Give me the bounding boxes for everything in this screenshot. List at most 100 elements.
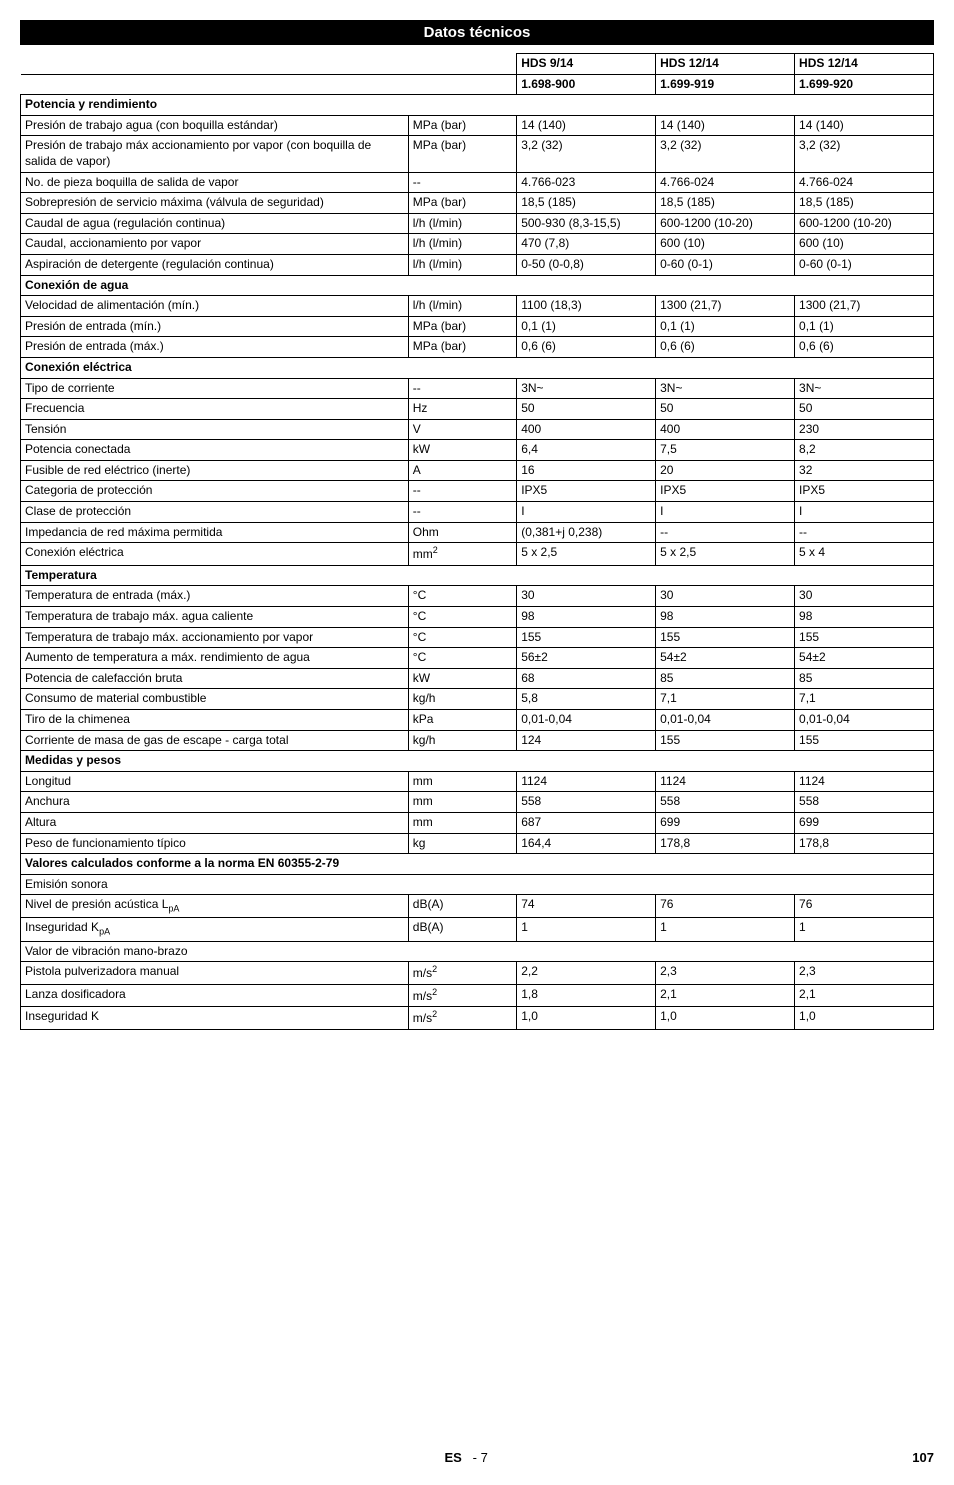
table-row: Potencia de calefacción brutakW688585 — [21, 668, 934, 689]
row-unit: kW — [408, 440, 516, 461]
table-row: Tiro de la chimeneakPa0,01-0,040,01-0,04… — [21, 710, 934, 731]
table-row: Pistola pulverizadora manualm/s22,22,32,… — [21, 962, 934, 985]
row-unit: mm — [408, 771, 516, 792]
table-row: Nivel de presión acústica LpAdB(A)747676 — [21, 895, 934, 918]
model-3: 1.699-920 — [795, 74, 934, 95]
table-row: Aumento de temperatura a máx. rendimient… — [21, 648, 934, 669]
section-header: Valores calculados conforme a la norma E… — [21, 854, 934, 875]
row-unit: mm2 — [408, 543, 516, 566]
row-value: 98 — [795, 607, 934, 628]
table-row: Aspiración de detergente (regulación con… — [21, 254, 934, 275]
row-value: 1 — [656, 918, 795, 941]
row-value: 1124 — [795, 771, 934, 792]
row-unit: dB(A) — [408, 918, 516, 941]
row-unit: -- — [408, 502, 516, 523]
row-value: 6,4 — [517, 440, 656, 461]
section-header-row: Potencia y rendimiento — [21, 95, 934, 116]
row-label: Conexión eléctrica — [21, 543, 409, 566]
row-unit: Ohm — [408, 522, 516, 543]
footer-center: ES - 7 — [444, 1450, 487, 1465]
table-row: Inseguridad KpAdB(A)111 — [21, 918, 934, 941]
row-value: I — [795, 502, 934, 523]
table-row: Valor de vibración mano-brazo — [21, 941, 934, 962]
row-value: 1124 — [656, 771, 795, 792]
row-value: 54±2 — [656, 648, 795, 669]
row-label: Temperatura de trabajo máx. accionamient… — [21, 627, 409, 648]
row-unit: mm — [408, 792, 516, 813]
row-value: 400 — [656, 419, 795, 440]
model-2: 1.699-919 — [656, 74, 795, 95]
row-unit: mm — [408, 812, 516, 833]
row-value: 1 — [795, 918, 934, 941]
row-value: 3N~ — [656, 378, 795, 399]
row-value: 50 — [656, 399, 795, 420]
row-label: Presión de entrada (mín.) — [21, 316, 409, 337]
row-label: Caudal, accionamiento por vapor — [21, 234, 409, 255]
table-row: Clase de protección--III — [21, 502, 934, 523]
row-label: Emisión sonora — [21, 874, 934, 895]
row-value: I — [517, 502, 656, 523]
row-value: 3N~ — [795, 378, 934, 399]
row-label: Temperatura de trabajo máx. agua calient… — [21, 607, 409, 628]
col-header-2: HDS 12/14 — [656, 54, 795, 75]
section-header: Temperatura — [21, 565, 934, 586]
row-value: 558 — [656, 792, 795, 813]
row-value: I — [656, 502, 795, 523]
row-value: IPX5 — [656, 481, 795, 502]
row-value: 16 — [517, 460, 656, 481]
blank-cell — [21, 74, 409, 95]
row-value: 600 (10) — [656, 234, 795, 255]
row-value: 155 — [795, 730, 934, 751]
row-value: 0,6 (6) — [656, 337, 795, 358]
row-value: 124 — [517, 730, 656, 751]
row-value: 18,5 (185) — [656, 193, 795, 214]
row-value: 18,5 (185) — [795, 193, 934, 214]
row-value: 56±2 — [517, 648, 656, 669]
row-label: Nivel de presión acústica LpA — [21, 895, 409, 918]
row-value: 30 — [656, 586, 795, 607]
row-unit: -- — [408, 481, 516, 502]
row-unit: Hz — [408, 399, 516, 420]
row-label: Valor de vibración mano-brazo — [21, 941, 934, 962]
row-value: 0,01-0,04 — [795, 710, 934, 731]
section-header: Conexión de agua — [21, 275, 934, 296]
section-header-row: Medidas y pesos — [21, 751, 934, 772]
header-row-2: 1.698-900 1.699-919 1.699-920 — [21, 74, 934, 95]
row-label: Anchura — [21, 792, 409, 813]
row-value: 18,5 (185) — [517, 193, 656, 214]
row-value: 0-60 (0-1) — [656, 254, 795, 275]
row-value: 155 — [656, 627, 795, 648]
row-value: 14 (140) — [656, 115, 795, 136]
row-value: 68 — [517, 668, 656, 689]
row-value: 1,0 — [517, 1007, 656, 1030]
table-row: Fusible de red eléctrico (inerte)A162032 — [21, 460, 934, 481]
table-row: No. de pieza boquilla de salida de vapor… — [21, 172, 934, 193]
row-label: Caudal de agua (regulación continua) — [21, 213, 409, 234]
row-value: 14 (140) — [517, 115, 656, 136]
row-label: Velocidad de alimentación (mín.) — [21, 296, 409, 317]
row-value: 76 — [795, 895, 934, 918]
footer-lang: ES — [444, 1450, 461, 1465]
row-label: Tensión — [21, 419, 409, 440]
table-row: Temperatura de trabajo máx. accionamient… — [21, 627, 934, 648]
row-unit: -- — [408, 378, 516, 399]
row-value: 4.766-024 — [795, 172, 934, 193]
row-value: 50 — [795, 399, 934, 420]
row-value: 0,6 (6) — [795, 337, 934, 358]
table-row: Presión de trabajo agua (con boquilla es… — [21, 115, 934, 136]
row-label: Pistola pulverizadora manual — [21, 962, 409, 985]
row-value: 2,2 — [517, 962, 656, 985]
row-value: 1,0 — [656, 1007, 795, 1030]
row-value: IPX5 — [517, 481, 656, 502]
row-value: 7,1 — [656, 689, 795, 710]
row-value: 5 x 2,5 — [656, 543, 795, 566]
row-value: 558 — [795, 792, 934, 813]
section-header-row: Valores calculados conforme a la norma E… — [21, 854, 934, 875]
table-row: Caudal de agua (regulación continua)l/h … — [21, 213, 934, 234]
row-unit: m/s2 — [408, 962, 516, 985]
row-label: Potencia de calefacción bruta — [21, 668, 409, 689]
table-row: Potencia conectadakW6,47,58,2 — [21, 440, 934, 461]
table-row: Velocidad de alimentación (mín.)l/h (l/m… — [21, 296, 934, 317]
section-header: Conexión eléctrica — [21, 357, 934, 378]
row-label: Presión de entrada (máx.) — [21, 337, 409, 358]
